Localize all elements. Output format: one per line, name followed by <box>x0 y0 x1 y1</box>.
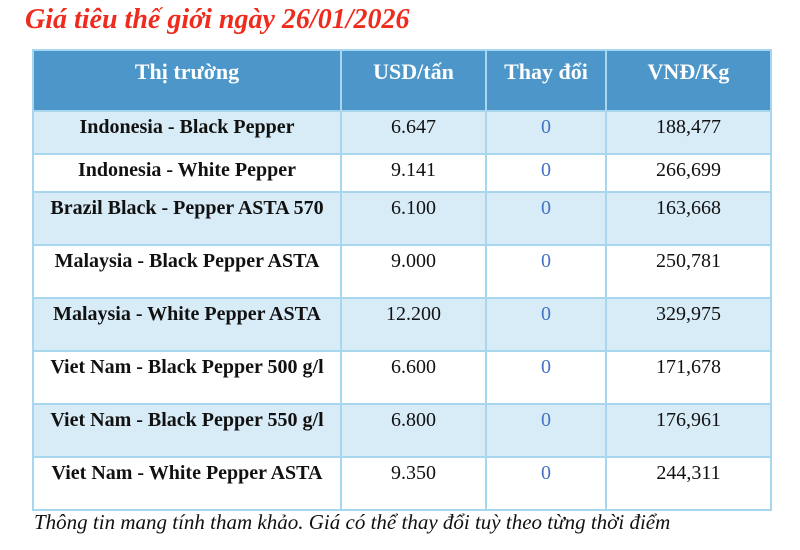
usd-cell: 9.350 <box>340 456 487 511</box>
table-row: Viet Nam - Black Pepper 500 g/l 6.600 0 … <box>32 350 772 405</box>
vnd-cell: 244,311 <box>605 456 772 511</box>
market-cell: Brazil Black - Pepper ASTA 570 <box>32 191 342 246</box>
table-row: Malaysia - Black Pepper ASTA 9.000 0 250… <box>32 244 772 299</box>
vnd-cell: 163,668 <box>605 191 772 246</box>
vnd-cell: 171,678 <box>605 350 772 405</box>
change-cell: 0 <box>485 244 607 299</box>
usd-cell: 6.800 <box>340 403 487 458</box>
market-cell: Indonesia - Black Pepper <box>32 110 342 155</box>
header-cell-market: Thị trường <box>32 49 342 112</box>
table-header-row: Thị trường USD/tấn Thay đổi VNĐ/Kg <box>32 49 772 112</box>
change-cell: 0 <box>485 350 607 405</box>
market-cell: Indonesia - White Pepper <box>32 153 342 193</box>
header-cell-usd: USD/tấn <box>340 49 487 112</box>
usd-cell: 6.100 <box>340 191 487 246</box>
usd-cell: 9.000 <box>340 244 487 299</box>
footer-note: Thông tin mang tính tham khảo. Giá có th… <box>34 510 671 534</box>
usd-cell: 9.141 <box>340 153 487 193</box>
vnd-cell: 250,781 <box>605 244 772 299</box>
usd-cell: 6.647 <box>340 110 487 155</box>
vnd-cell: 266,699 <box>605 153 772 193</box>
table-row: Malaysia - White Pepper ASTA 12.200 0 32… <box>32 297 772 352</box>
change-cell: 0 <box>485 191 607 246</box>
change-cell: 0 <box>485 403 607 458</box>
table-row: Indonesia - Black Pepper 6.647 0 188,477 <box>32 110 772 155</box>
market-cell: Malaysia - White Pepper ASTA <box>32 297 342 352</box>
market-cell: Viet Nam - White Pepper ASTA <box>32 456 342 511</box>
table-row: Viet Nam - Black Pepper 550 g/l 6.800 0 … <box>32 403 772 458</box>
header-cell-change: Thay đổi <box>485 49 607 112</box>
market-cell: Viet Nam - Black Pepper 500 g/l <box>32 350 342 405</box>
vnd-cell: 188,477 <box>605 110 772 155</box>
table-row: Viet Nam - White Pepper ASTA 9.350 0 244… <box>32 456 772 511</box>
change-cell: 0 <box>485 456 607 511</box>
price-table: Thị trường USD/tấn Thay đổi VNĐ/Kg Indon… <box>32 49 772 511</box>
page-title: Giá tiêu thế giới ngày 26/01/2026 <box>25 4 410 35</box>
table-row: Brazil Black - Pepper ASTA 570 6.100 0 1… <box>32 191 772 246</box>
market-cell: Viet Nam - Black Pepper 550 g/l <box>32 403 342 458</box>
header-cell-vnd: VNĐ/Kg <box>605 49 772 112</box>
usd-cell: 12.200 <box>340 297 487 352</box>
change-cell: 0 <box>485 297 607 352</box>
usd-cell: 6.600 <box>340 350 487 405</box>
vnd-cell: 329,975 <box>605 297 772 352</box>
table-row: Indonesia - White Pepper 9.141 0 266,699 <box>32 153 772 193</box>
market-cell: Malaysia - Black Pepper ASTA <box>32 244 342 299</box>
change-cell: 0 <box>485 153 607 193</box>
change-cell: 0 <box>485 110 607 155</box>
vnd-cell: 176,961 <box>605 403 772 458</box>
